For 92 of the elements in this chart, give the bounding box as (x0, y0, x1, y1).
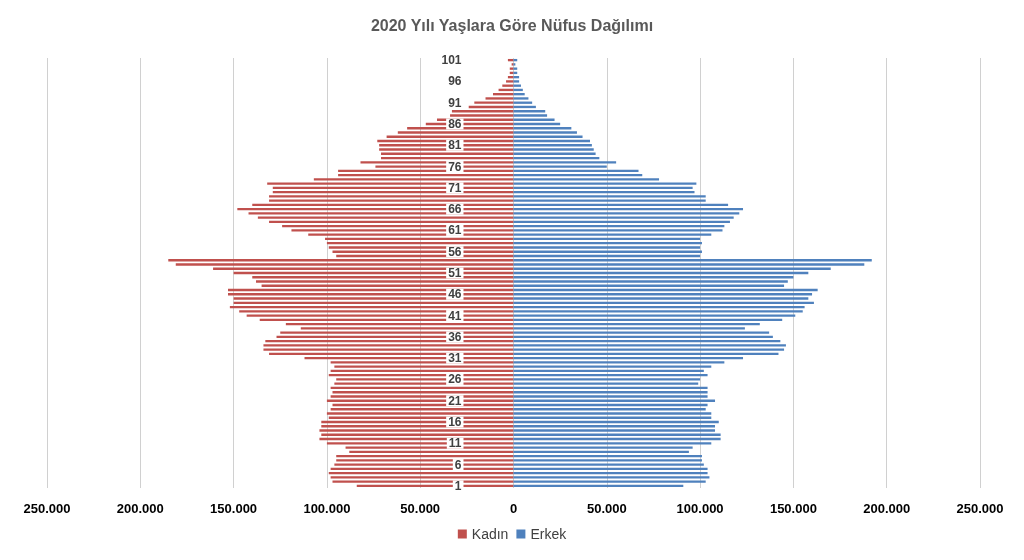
bar (319, 429, 514, 432)
x-tick-label: 200.000 (863, 501, 911, 516)
bar (513, 97, 529, 100)
y-tick-label: 86 (448, 116, 462, 131)
bar (233, 297, 514, 300)
x-tick-label: 250.000 (956, 501, 1004, 516)
chart-title: 2020 Yılı Yaşlara Göre Nüfus Dağılımı (370, 16, 654, 34)
bar (502, 84, 514, 87)
bar (513, 344, 786, 347)
bar (513, 80, 520, 83)
bar (513, 480, 706, 483)
x-tick-label: 50.000 (400, 501, 441, 516)
x-tick-label: 150.000 (769, 501, 817, 516)
x-tick-label: 50.000 (586, 501, 627, 516)
bar (513, 67, 518, 70)
x-tick-label: 200.000 (116, 501, 164, 516)
bar (379, 148, 514, 151)
bar (269, 199, 514, 202)
bar (513, 182, 697, 185)
bar (248, 212, 514, 215)
bar (513, 378, 701, 381)
y-tick-label: 1 (454, 478, 462, 493)
bar (513, 395, 708, 398)
y-tick-label: 71 (448, 180, 462, 195)
y-tick-label: 31 (448, 351, 462, 366)
bar (513, 246, 701, 249)
bar (513, 148, 594, 151)
y-tick-label: 46 (448, 287, 462, 302)
y-tick-label: 96 (448, 74, 462, 89)
y-tick-label: 91 (448, 95, 462, 110)
y-tick-label: 21 (448, 393, 462, 408)
legend-label: Erkek (530, 526, 568, 542)
bar (513, 263, 865, 266)
bar (513, 229, 723, 232)
bar (513, 429, 716, 432)
bar (513, 114, 548, 117)
bar (509, 67, 514, 70)
bar (263, 348, 514, 351)
x-tick-label: 250.000 (23, 501, 71, 516)
y-tick-label: 41 (448, 308, 462, 323)
bar (513, 131, 577, 134)
bar (397, 131, 514, 134)
bar (513, 348, 785, 351)
y-tick-label: 11 (448, 436, 462, 451)
bar (513, 446, 693, 449)
bar (332, 480, 514, 483)
bar (507, 75, 514, 79)
bar (330, 361, 514, 364)
bar (513, 212, 740, 215)
y-tick-label: 66 (448, 202, 462, 217)
y-tick-label: 76 (448, 159, 462, 174)
bar (513, 195, 706, 198)
bar (280, 331, 514, 334)
bar (269, 195, 514, 198)
y-tick-label: 101 (441, 53, 462, 68)
y-tick-label: 61 (448, 223, 462, 238)
bar (330, 395, 514, 398)
bar (334, 365, 514, 368)
x-tick-label: 150.000 (210, 501, 258, 516)
bar (450, 114, 514, 117)
y-tick-label: 81 (448, 138, 462, 153)
bar (513, 463, 704, 466)
legend-label: Kadın (471, 526, 509, 542)
bar (513, 165, 607, 168)
bar (328, 246, 514, 249)
y-tick-label: 16 (448, 415, 462, 430)
x-tick-label: 100.000 (303, 501, 351, 516)
bar (485, 97, 514, 100)
y-tick-label: 36 (448, 329, 462, 344)
bar (513, 199, 706, 202)
bar (330, 476, 514, 479)
bar (513, 331, 770, 334)
bar (513, 314, 796, 317)
bar (513, 361, 725, 364)
y-tick-label: 6 (454, 457, 462, 472)
x-tick-label: 100.000 (676, 501, 724, 516)
bar (263, 344, 514, 347)
bar (513, 280, 788, 283)
y-tick-label: 56 (448, 244, 462, 259)
bar (345, 446, 514, 449)
y-tick-label: 51 (448, 266, 462, 280)
bar (513, 412, 712, 415)
y-tick-label: 26 (448, 372, 462, 387)
bar (267, 182, 514, 185)
bar (175, 263, 514, 266)
bar (507, 58, 514, 62)
bar (513, 476, 710, 479)
bar (255, 280, 514, 283)
bar (513, 297, 809, 300)
bar (506, 80, 514, 83)
x-tick-label: 0 (509, 501, 518, 516)
bar (326, 412, 514, 415)
